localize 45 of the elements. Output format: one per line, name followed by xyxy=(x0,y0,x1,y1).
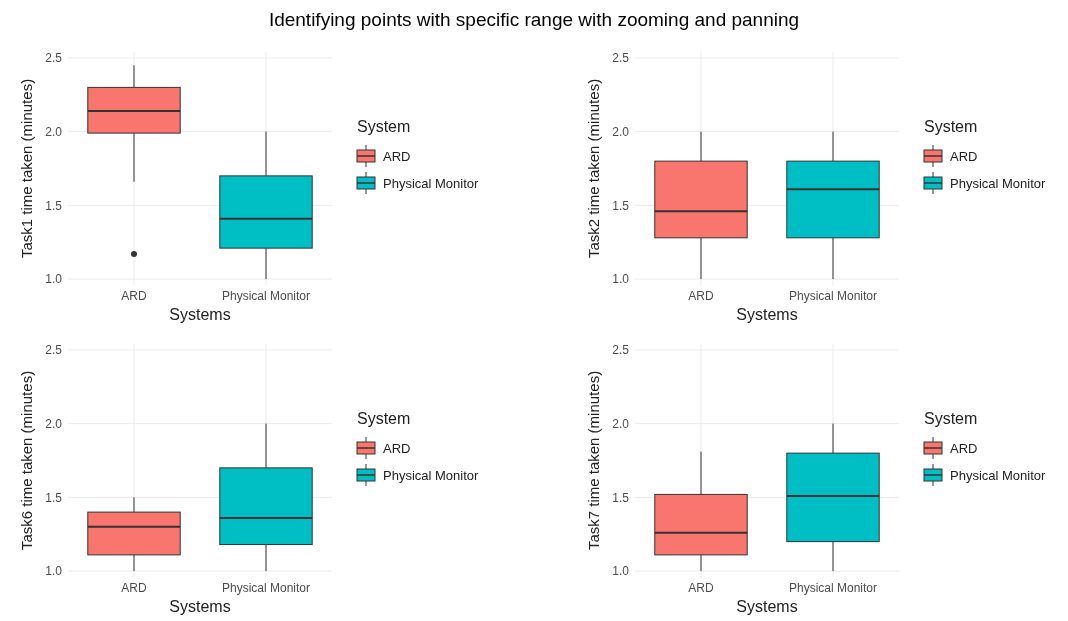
y-tick-label: 2.0 xyxy=(612,416,630,431)
legend-title: System xyxy=(924,118,978,135)
x-axis-title: Systems xyxy=(169,598,231,615)
y-tick-label: 1.0 xyxy=(45,272,63,287)
y-tick-label: 1.0 xyxy=(612,272,630,287)
y-axis-title: Task1 time taken (minutes) xyxy=(18,78,35,259)
y-tick-label: 2.5 xyxy=(612,343,630,358)
y-tick-label: 1.0 xyxy=(45,564,63,579)
x-tick-label: Physical Monitor xyxy=(221,581,311,595)
y-tick-label: 1.5 xyxy=(45,198,63,213)
legend-title: System xyxy=(924,410,978,427)
x-tick-label: Physical Monitor xyxy=(221,289,311,303)
y-axis-title: Task6 time taken (minutes) xyxy=(18,370,35,551)
legend-label: Physical Monitor xyxy=(383,175,480,191)
y-tick-label: 1.5 xyxy=(45,490,63,505)
x-tick-label: Physical Monitor xyxy=(788,581,878,595)
y-tick-label: 1.5 xyxy=(612,490,630,505)
y-tick-label: 2.5 xyxy=(45,343,63,358)
text: Identifying points with specific range with zooming and panning xyxy=(268,9,800,30)
x-tick-label: ARD xyxy=(121,581,147,595)
legend-label: Physical Monitor xyxy=(950,175,1047,191)
x-axis-title: Systems xyxy=(169,306,231,323)
y-tick-label: 2.0 xyxy=(45,124,63,139)
x-axis-title: Systems xyxy=(736,598,798,615)
legend-label: Physical Monitor xyxy=(383,467,480,483)
y-tick-label: 1.0 xyxy=(612,564,630,579)
y-tick-label: 2.0 xyxy=(45,416,63,431)
legend-label: ARD xyxy=(383,148,411,164)
x-axis-title: Systems xyxy=(736,306,798,323)
y-tick-label: 2.5 xyxy=(612,51,630,66)
legend-title: System xyxy=(357,118,411,135)
x-tick-label: ARD xyxy=(121,289,147,303)
x-tick-label: Physical Monitor xyxy=(788,289,878,303)
y-tick-label: 2.5 xyxy=(45,51,63,66)
x-tick-label: ARD xyxy=(688,581,714,595)
legend-label: ARD xyxy=(383,440,411,456)
legend-label: Physical Monitor xyxy=(950,467,1047,483)
y-axis-title: Task7 time taken (minutes) xyxy=(585,370,602,551)
y-axis-title: Task2 time taken (minutes) xyxy=(585,78,602,259)
y-tick-label: 1.5 xyxy=(612,198,630,213)
legend-label: ARD xyxy=(950,440,978,456)
legend-title: System xyxy=(357,410,411,427)
x-tick-label: ARD xyxy=(688,289,714,303)
y-tick-label: 2.0 xyxy=(612,124,630,139)
legend-label: ARD xyxy=(950,148,978,164)
